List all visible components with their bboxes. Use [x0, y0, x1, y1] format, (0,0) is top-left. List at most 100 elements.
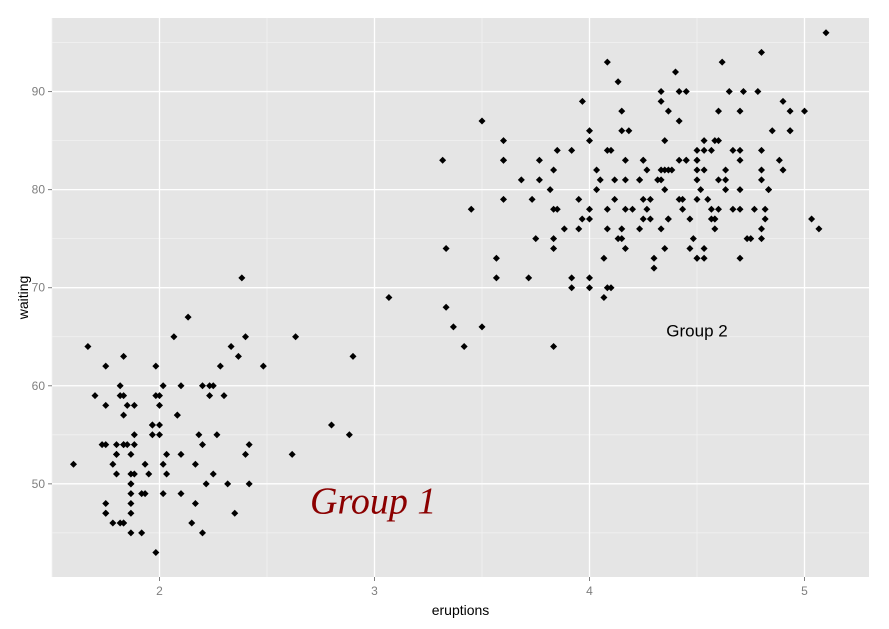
data-point: [123, 441, 131, 449]
data-point: [245, 441, 253, 449]
data-point: [693, 146, 701, 154]
data-point: [739, 88, 747, 96]
data-point: [560, 225, 568, 233]
data-point: [385, 294, 393, 301]
data-point: [449, 323, 457, 331]
data-point: [109, 460, 117, 468]
data-point: [209, 470, 217, 478]
data-point: [550, 166, 558, 174]
data-point: [621, 156, 629, 164]
data-point: [801, 107, 808, 115]
data-point: [700, 254, 708, 262]
data-point: [657, 225, 665, 233]
data-point: [729, 205, 737, 213]
data-point: [629, 205, 636, 213]
data-point: [127, 529, 135, 537]
data-point: [593, 166, 601, 174]
data-point: [242, 450, 249, 458]
major-gridlines: [52, 18, 869, 577]
data-point: [349, 352, 357, 360]
data-point: [618, 235, 626, 243]
data-point: [130, 441, 138, 449]
data-point: [173, 411, 181, 419]
data-point: [116, 382, 124, 390]
data-point: [664, 107, 672, 115]
data-point: [70, 460, 77, 468]
data-point: [736, 146, 744, 154]
data-point: [575, 225, 583, 233]
data-point: [600, 294, 608, 301]
data-point: [116, 392, 124, 400]
data-point: [822, 29, 830, 37]
data-point: [127, 509, 135, 517]
data-point: [163, 450, 171, 458]
data-point: [614, 235, 622, 243]
data-point: [697, 186, 705, 194]
plot-panel: [52, 18, 869, 577]
data-point: [242, 333, 249, 341]
data-point: [786, 107, 794, 115]
data-point: [700, 137, 708, 145]
data-point: [704, 195, 712, 203]
data-point: [177, 382, 185, 390]
x-axis-title: eruptions: [432, 602, 490, 618]
data-point: [500, 137, 507, 145]
data-point: [550, 343, 558, 351]
data-point: [736, 156, 744, 164]
data-point: [815, 225, 823, 233]
data-point: [467, 205, 475, 213]
data-point: [191, 460, 199, 468]
x-axis-ticks: 2 3 4 5: [156, 577, 808, 598]
data-point: [578, 97, 586, 105]
data-point: [102, 362, 110, 370]
data-point: [611, 176, 619, 184]
data-point: [517, 176, 525, 184]
data-point: [206, 382, 214, 390]
data-point: [130, 431, 138, 439]
data-point: [650, 254, 658, 262]
data-point: [525, 274, 533, 282]
data-point: [109, 519, 117, 527]
data-point: [593, 186, 601, 194]
y-tick-label: 60: [32, 379, 46, 393]
data-point: [736, 186, 744, 194]
data-point: [725, 88, 733, 96]
data-point: [120, 411, 128, 419]
data-point: [170, 333, 178, 341]
data-point: [199, 529, 206, 537]
data-point: [611, 195, 619, 203]
data-point: [657, 166, 665, 174]
data-point: [550, 205, 558, 213]
data-point: [102, 441, 110, 449]
data-point: [159, 382, 167, 390]
data-point: [553, 205, 561, 213]
data-point: [141, 460, 149, 468]
data-point: [238, 274, 246, 282]
data-point: [657, 176, 665, 184]
data-point: [675, 117, 683, 125]
data-point: [758, 166, 765, 174]
data-point: [715, 137, 722, 145]
data-point: [345, 431, 353, 439]
data-point: [553, 146, 561, 154]
data-point: [113, 441, 120, 449]
y-tick-label: 80: [32, 183, 46, 197]
data-point: [689, 235, 697, 243]
data-point: [596, 176, 604, 184]
data-point: [156, 431, 163, 439]
data-point: [177, 450, 185, 458]
data-point: [686, 244, 694, 252]
data-point: [492, 254, 500, 262]
data-point: [675, 88, 683, 96]
data-point: [750, 205, 758, 213]
data-point: [736, 205, 744, 213]
data-point: [439, 156, 447, 164]
data-point: [535, 156, 543, 164]
data-point: [643, 205, 651, 213]
data-point: [586, 274, 593, 282]
data-point: [102, 499, 110, 507]
data-point: [711, 225, 719, 233]
data-point: [123, 401, 131, 409]
data-point: [500, 156, 507, 164]
data-point: [191, 499, 199, 507]
